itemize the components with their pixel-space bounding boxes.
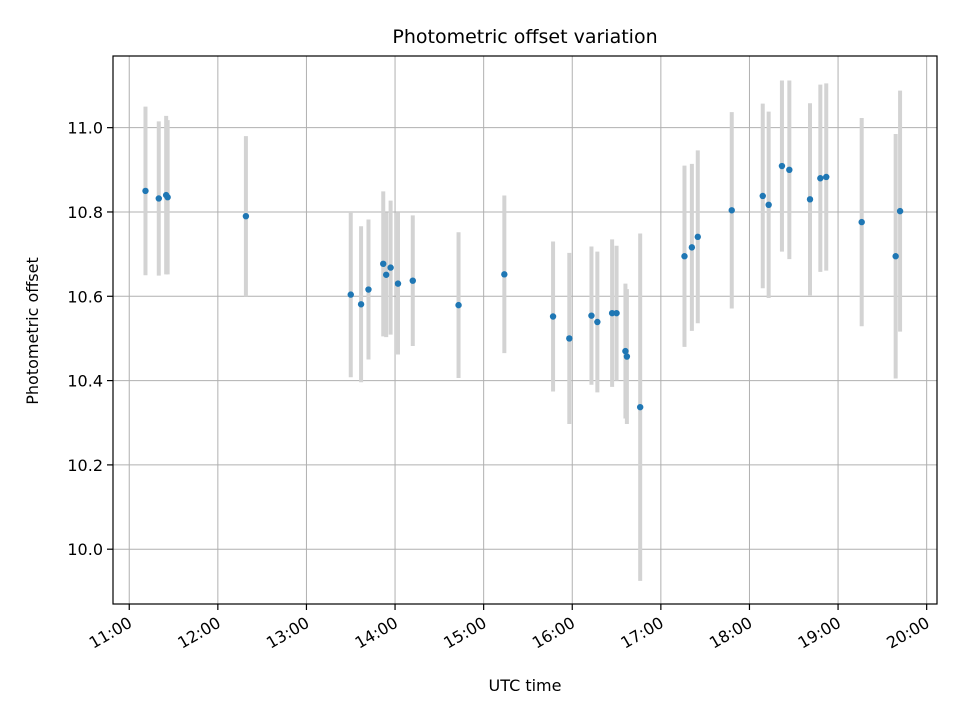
data-point: [608, 309, 616, 317]
data-point: [142, 187, 149, 195]
y-tick-label: 10.0: [67, 540, 103, 559]
data-point: [765, 201, 772, 209]
data-point: [806, 196, 814, 203]
y-axis-label: Photometric offset: [23, 257, 42, 405]
x-axis-label: UTC time: [489, 676, 562, 695]
data-point: [759, 192, 766, 200]
data-point: [778, 162, 786, 170]
data-point: [409, 277, 416, 284]
data-point: [896, 207, 904, 215]
data-point: [892, 253, 899, 260]
data-point: [623, 353, 631, 360]
data-point: [622, 347, 629, 355]
data-point: [380, 260, 387, 268]
data-point: [817, 175, 824, 182]
data-point: [164, 194, 171, 201]
data-point: [594, 318, 601, 326]
data-point: [588, 312, 595, 319]
data-point: [365, 286, 372, 293]
data-point: [394, 280, 402, 287]
y-axis-ticks: 10.0 10.2 10.4 10.6 10.8 11.0: [67, 119, 113, 559]
data-point: [681, 253, 688, 260]
plot-frame: [112, 55, 938, 605]
y-tick-label: 11.0: [67, 119, 103, 138]
y-tick-label: 10.4: [67, 372, 103, 391]
data-point: [786, 166, 793, 174]
data-point: [357, 301, 365, 308]
data-point: [387, 264, 394, 271]
data-point: [636, 403, 644, 411]
data-point: [242, 212, 250, 220]
grid: [113, 56, 937, 604]
y-tick-label: 10.6: [67, 287, 103, 306]
data-point: [858, 218, 865, 226]
data-point: [347, 291, 354, 298]
data-point: [823, 173, 830, 181]
y-tick-label: 10.2: [67, 456, 103, 475]
data-point: [549, 313, 557, 320]
data-point: [382, 271, 390, 278]
data-point: [455, 301, 462, 309]
data-point: [501, 271, 508, 278]
y-tick-label: 10.8: [67, 203, 103, 222]
data-point: [728, 207, 735, 214]
data-point: [688, 244, 696, 251]
data-point: [566, 335, 573, 342]
data-points: [142, 162, 904, 411]
data-point: [613, 309, 620, 317]
chart-title: Photometric offset variation: [392, 26, 657, 48]
data-point: [155, 195, 162, 202]
data-point: [694, 233, 701, 241]
